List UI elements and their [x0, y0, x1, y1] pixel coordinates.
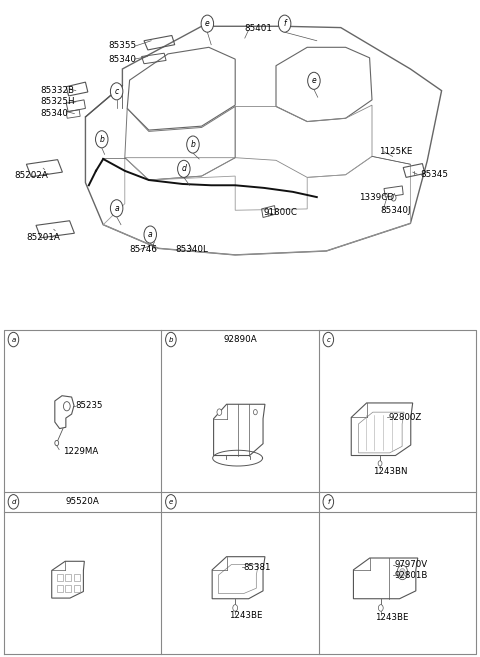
Text: 1243BE: 1243BE [374, 612, 408, 622]
Text: 85746: 85746 [130, 245, 157, 254]
Text: 85201A: 85201A [26, 233, 60, 242]
Text: 92800Z: 92800Z [389, 413, 422, 422]
Text: 85381: 85381 [244, 562, 271, 572]
Circle shape [399, 568, 405, 576]
Text: 95520A: 95520A [66, 497, 99, 507]
Text: b: b [99, 135, 104, 144]
Text: e: e [205, 19, 210, 28]
Circle shape [397, 565, 408, 579]
Circle shape [110, 83, 123, 100]
Text: d: d [181, 164, 186, 173]
Text: 1243BE: 1243BE [229, 611, 263, 620]
Text: a: a [148, 230, 153, 239]
Bar [74, 574, 80, 581]
Text: 91800C: 91800C [263, 208, 297, 217]
Circle shape [217, 409, 222, 415]
Text: 85325H: 85325H [41, 97, 75, 106]
Circle shape [391, 194, 396, 201]
Circle shape [323, 332, 334, 347]
Circle shape [201, 15, 214, 32]
Text: 85340J: 85340J [381, 206, 411, 215]
Bar [65, 585, 72, 591]
Text: 85235: 85235 [75, 401, 103, 410]
Text: 85340: 85340 [108, 55, 136, 64]
Text: 92801B: 92801B [395, 570, 428, 579]
Circle shape [253, 409, 257, 415]
Circle shape [8, 495, 19, 509]
Circle shape [278, 15, 291, 32]
Text: 1229MA: 1229MA [63, 447, 98, 456]
Text: 1243BN: 1243BN [373, 466, 408, 476]
Text: b: b [191, 140, 195, 149]
Text: 1339CD: 1339CD [359, 193, 394, 202]
Text: 85345: 85345 [420, 170, 448, 179]
Circle shape [55, 440, 59, 445]
Text: f: f [283, 19, 286, 28]
Text: e: e [312, 76, 316, 85]
Text: 85401: 85401 [245, 24, 273, 33]
Circle shape [187, 136, 199, 153]
Text: d: d [11, 499, 16, 505]
Text: a: a [114, 204, 119, 213]
Text: 85340: 85340 [41, 109, 69, 118]
Bar [74, 585, 80, 591]
Text: e: e [169, 499, 173, 505]
Bar [57, 574, 63, 581]
Circle shape [233, 604, 238, 611]
Text: 85332B: 85332B [41, 86, 75, 95]
Bar [65, 574, 72, 581]
Circle shape [166, 332, 176, 347]
Circle shape [308, 72, 320, 89]
Text: c: c [326, 336, 330, 342]
Circle shape [144, 226, 156, 243]
Text: 85340L: 85340L [175, 245, 208, 254]
Text: c: c [115, 87, 119, 96]
Circle shape [178, 160, 190, 177]
Circle shape [110, 200, 123, 217]
Text: 1125KE: 1125KE [379, 147, 413, 156]
Text: 92890A: 92890A [223, 335, 257, 344]
Text: 85355: 85355 [108, 41, 136, 51]
Circle shape [63, 401, 70, 411]
Text: b: b [168, 336, 173, 342]
Circle shape [8, 332, 19, 347]
Text: a: a [12, 336, 15, 342]
Circle shape [378, 461, 382, 466]
Circle shape [323, 495, 334, 509]
Text: 97970V: 97970V [395, 560, 428, 569]
Bar [57, 585, 63, 591]
Circle shape [96, 131, 108, 148]
Circle shape [166, 495, 176, 509]
Circle shape [378, 604, 383, 611]
Text: 85202A: 85202A [14, 171, 48, 180]
Text: f: f [327, 499, 330, 505]
